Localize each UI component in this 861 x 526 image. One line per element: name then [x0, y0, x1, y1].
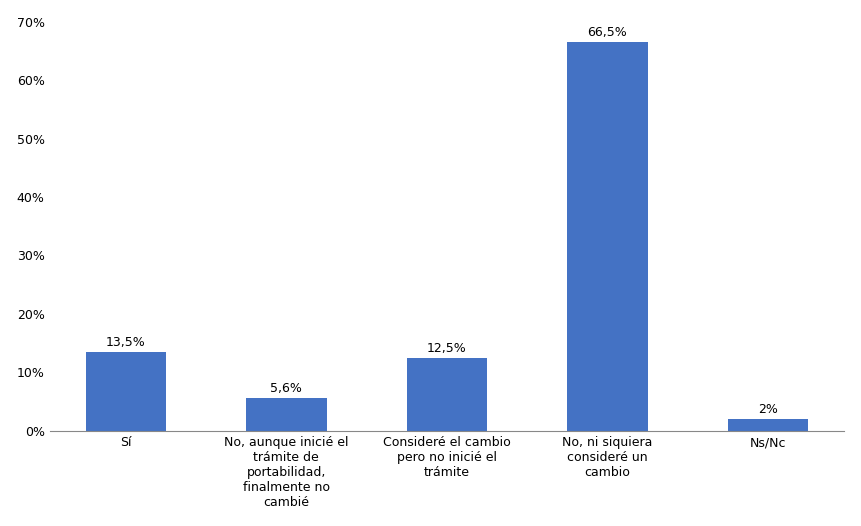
Text: 12,5%: 12,5% [427, 342, 467, 355]
Bar [406, 358, 487, 431]
Text: 2%: 2% [759, 403, 778, 416]
Bar [728, 419, 808, 431]
Text: 5,6%: 5,6% [270, 382, 302, 395]
Text: 13,5%: 13,5% [106, 336, 146, 349]
Bar [567, 42, 647, 431]
Bar [246, 398, 326, 431]
Text: 66,5%: 66,5% [587, 26, 628, 39]
Bar [85, 352, 166, 431]
